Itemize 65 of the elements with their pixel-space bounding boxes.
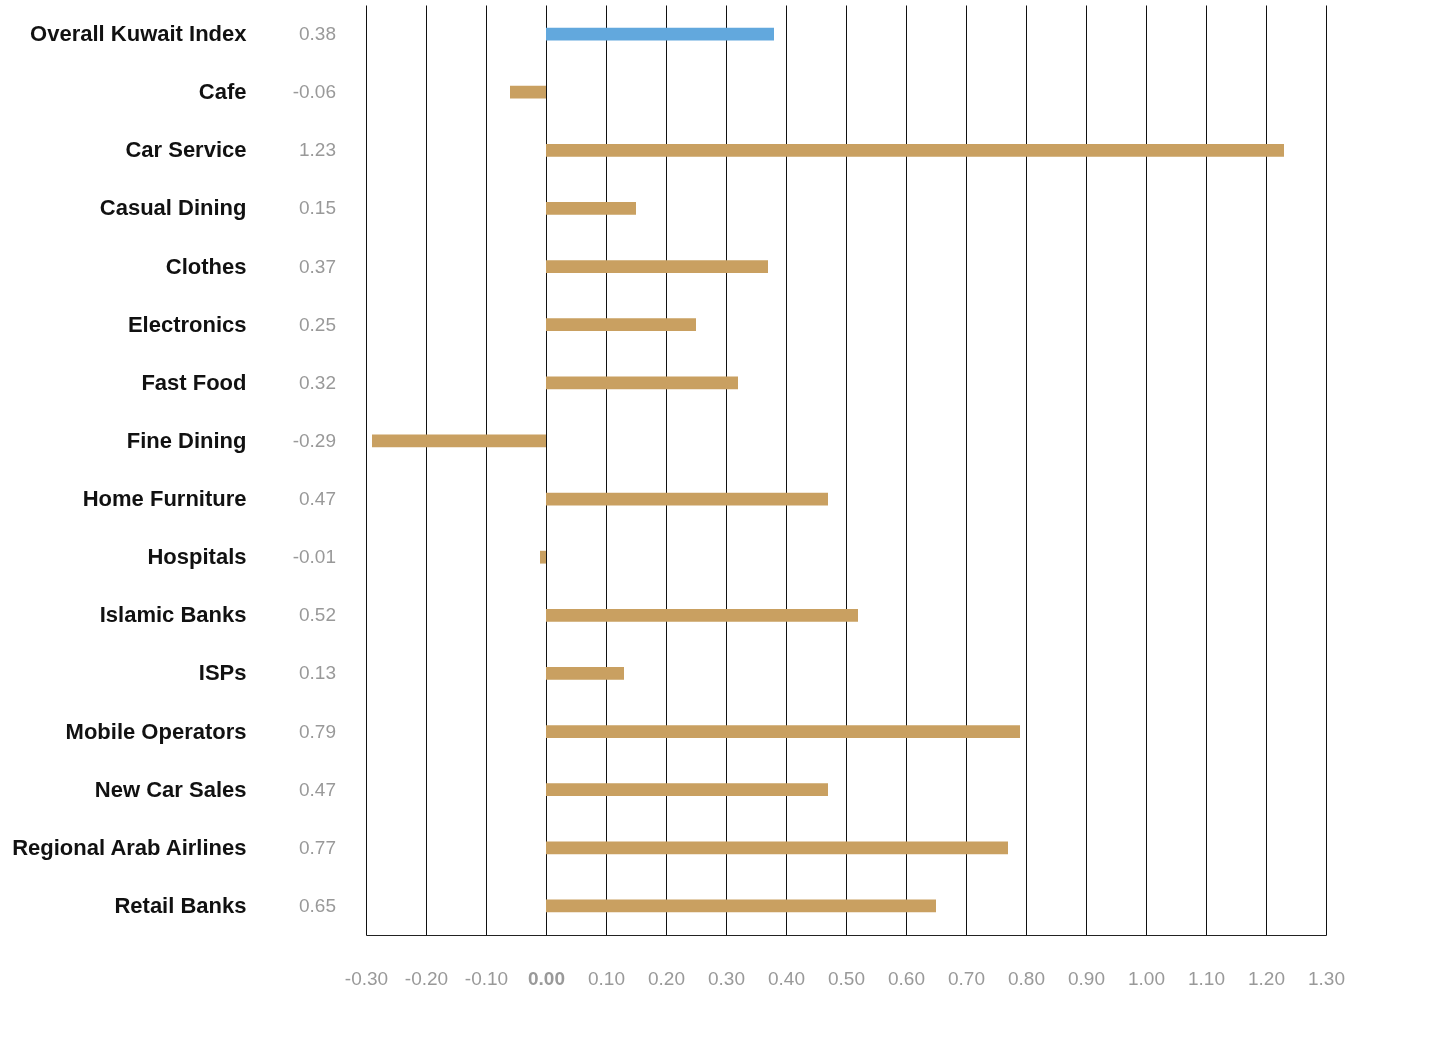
x-tick-label: 1.00 <box>1128 967 1165 989</box>
data-label: 0.15 <box>299 197 336 219</box>
x-tick-label: 0.40 <box>768 967 805 989</box>
bar <box>546 143 1284 157</box>
x-tick-label: 0.30 <box>708 967 745 989</box>
bar <box>546 783 828 797</box>
x-tick-label: 0.70 <box>948 967 985 989</box>
data-label: 0.25 <box>299 313 336 335</box>
bar <box>546 260 768 273</box>
data-label: 0.47 <box>299 488 336 510</box>
y-tick-label: Hospitals <box>147 544 247 570</box>
data-label: 0.32 <box>299 371 336 393</box>
data-label: 0.77 <box>299 836 336 858</box>
y-tick-label: Casual Dining <box>99 195 247 221</box>
x-tick-label: 0.00 <box>528 967 565 989</box>
y-tick-label: Islamic Banks <box>99 602 247 628</box>
x-tick-label: 0.80 <box>1008 967 1045 989</box>
bar <box>546 492 828 506</box>
y-tick-label: Electronics <box>127 311 247 337</box>
y-tick-label: New Car Sales <box>94 776 247 802</box>
data-label: 0.65 <box>299 894 336 916</box>
data-label: -0.29 <box>292 429 336 451</box>
data-label: 0.79 <box>299 720 336 742</box>
x-tick-label: -0.30 <box>344 967 389 989</box>
data-label: -0.06 <box>292 81 336 103</box>
x-tick-label: 0.60 <box>888 967 925 989</box>
data-label: 0.52 <box>299 604 336 626</box>
bar <box>372 434 546 448</box>
y-tick-label: Regional Arab Airlines <box>12 834 247 860</box>
y-tick-label: Clothes <box>165 253 247 279</box>
bar <box>546 667 624 680</box>
bar <box>510 85 546 99</box>
y-tick-label: Cafe <box>198 79 247 105</box>
bar <box>546 899 936 913</box>
bar <box>546 841 1008 855</box>
bar <box>546 725 1020 738</box>
y-tick-label: Retail Banks <box>114 892 247 918</box>
x-tick-label: 1.10 <box>1188 967 1225 989</box>
y-tick-label: Home Furniture <box>82 486 247 512</box>
bar <box>540 550 546 564</box>
x-tick-label: 0.20 <box>648 967 685 989</box>
x-tick-label: 0.50 <box>828 967 865 989</box>
bar <box>546 202 636 215</box>
y-tick-label: Mobile Operators <box>65 718 247 744</box>
x-tick-label: 0.10 <box>588 967 625 989</box>
x-tick-label: 1.30 <box>1308 967 1345 989</box>
data-label: 0.38 <box>299 23 336 45</box>
data-label: 1.23 <box>299 139 336 161</box>
y-tick-label: Overall Kuwait Index <box>30 21 248 47</box>
y-tick-label: Car Service <box>125 137 247 163</box>
data-label: 0.37 <box>299 255 336 277</box>
y-tick-label: ISPs <box>198 660 247 686</box>
x-tick-label: 0.90 <box>1068 967 1105 989</box>
x-tick-label: 1.20 <box>1248 967 1285 989</box>
y-tick-label: Fast Food <box>141 369 247 395</box>
bar <box>546 27 774 41</box>
data-label: -0.01 <box>292 546 336 568</box>
data-label: 0.13 <box>299 662 336 684</box>
bar <box>546 608 858 622</box>
x-tick-label: -0.20 <box>404 967 449 989</box>
bar <box>546 318 696 332</box>
y-tick-label: Fine Dining <box>126 427 247 453</box>
bar <box>546 376 738 390</box>
x-tick-label: -0.10 <box>464 967 509 989</box>
data-label: 0.47 <box>299 778 336 800</box>
